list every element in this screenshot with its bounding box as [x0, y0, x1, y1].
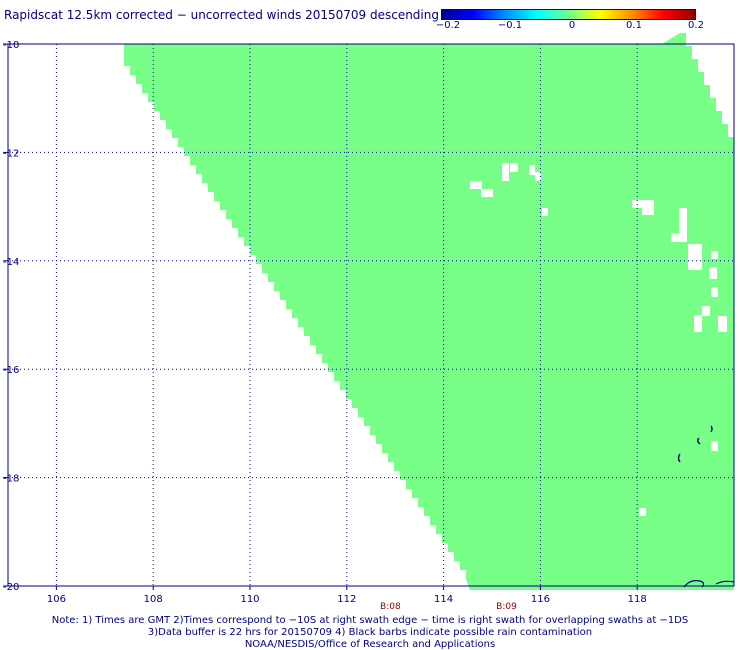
coastline	[683, 580, 705, 588]
swath-coverage	[124, 33, 734, 590]
note-line-2: 3)Data buffer is 22 hrs for 20150709 4) …	[147, 627, 593, 638]
lat-label: -10	[3, 40, 19, 51]
no-data-cell	[711, 287, 718, 297]
lon-label: 118	[628, 594, 647, 605]
coastline	[715, 580, 735, 585]
colorbar-tick-label: 0.1	[626, 20, 642, 31]
no-data-cell	[642, 200, 654, 215]
lat-label: -18	[3, 474, 19, 485]
island-outline	[677, 453, 681, 463]
lat-label: -20	[3, 582, 19, 593]
lon-label: 116	[531, 594, 550, 605]
no-data-cell	[671, 233, 679, 242]
no-data-cell	[529, 165, 535, 175]
lat-lon-grid	[8, 44, 734, 586]
time-label: B:09	[496, 602, 517, 612]
no-data-cell	[510, 163, 518, 172]
map-border	[7, 43, 735, 587]
island-outline	[697, 437, 701, 445]
note-line-1: Note: 1) Times are GMT 2)Times correspon…	[51, 615, 689, 626]
axis-labels: -10 -12 -14 -16 -18 -20 106 108 110 112 114 116 118 B…	[3, 40, 647, 612]
colorbar-tick-label: 0	[568, 20, 576, 31]
no-data-cell	[711, 441, 718, 451]
no-data-cell	[542, 208, 548, 216]
no-data-cell	[702, 306, 710, 316]
lon-label: 112	[337, 594, 356, 605]
lon-label: 110	[240, 594, 259, 605]
no-data-cell	[711, 251, 718, 259]
colorbar-tick-label: −0.1	[497, 20, 523, 31]
swath-area	[124, 33, 734, 590]
no-data-cell	[481, 189, 493, 197]
island-outline	[710, 425, 713, 433]
note-line-3: NOAA/NESDIS/Office of Research and Appli…	[244, 639, 496, 650]
no-data-cell	[470, 181, 482, 189]
no-data-cell	[694, 315, 702, 332]
no-data-cells	[470, 163, 727, 516]
map-frame	[3, 43, 735, 590]
colorbar-tick-label: −0.2	[435, 20, 461, 31]
no-data-cell	[639, 508, 646, 516]
no-data-cell	[502, 163, 509, 181]
no-data-cell	[718, 316, 727, 332]
time-label: B:08	[380, 602, 401, 612]
lon-label: 114	[434, 594, 453, 605]
colorbar	[441, 9, 696, 20]
no-data-cell	[535, 172, 541, 181]
lat-label: -12	[3, 148, 19, 159]
lat-label: -14	[3, 257, 19, 268]
colorbar-tick-label: 0.2	[688, 20, 704, 31]
lon-label: 106	[47, 594, 66, 605]
no-data-cell	[709, 267, 717, 279]
no-data-cell	[679, 208, 687, 242]
lon-label: 108	[144, 594, 163, 605]
coastline-islands	[677, 425, 735, 588]
lat-label: -16	[3, 365, 19, 376]
map-title: Rapidscat 12.5km corrected − uncorrected…	[4, 8, 439, 22]
no-data-cell	[688, 244, 702, 270]
